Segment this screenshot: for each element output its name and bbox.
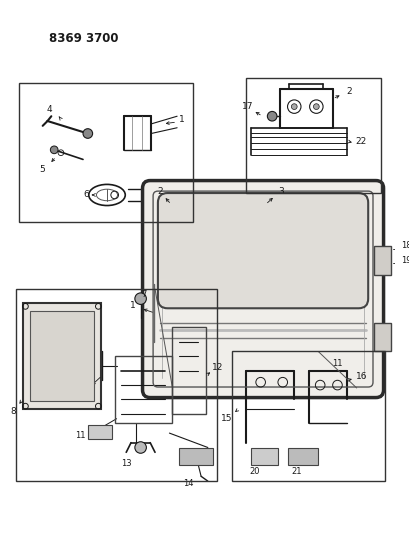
Text: 1: 1 [130, 301, 135, 310]
Bar [30, 311, 93, 401]
Text: 7: 7 [140, 290, 146, 300]
Bar [231, 351, 384, 481]
Text: 11: 11 [75, 431, 85, 440]
Text: 15: 15 [221, 414, 232, 423]
Text: 16: 16 [355, 372, 366, 381]
Text: 17: 17 [241, 102, 252, 111]
Bar [19, 83, 193, 222]
Text: 6: 6 [83, 190, 88, 199]
Bar [373, 322, 390, 351]
Circle shape [83, 128, 92, 138]
Text: 11: 11 [331, 359, 342, 367]
Text: 10: 10 [74, 388, 85, 397]
Bar [22, 303, 101, 409]
Circle shape [313, 104, 319, 109]
Text: 12: 12 [211, 364, 222, 373]
Text: 21: 21 [291, 467, 302, 476]
Bar [172, 327, 205, 414]
Text: 3: 3 [277, 187, 283, 196]
Bar [179, 448, 212, 465]
FancyBboxPatch shape [157, 193, 367, 308]
Text: 19: 19 [400, 256, 409, 265]
Text: 13: 13 [121, 459, 131, 469]
Bar [250, 448, 277, 465]
Bar [115, 356, 172, 424]
Text: 14: 14 [183, 480, 193, 488]
Circle shape [135, 293, 146, 304]
Text: 4: 4 [47, 105, 52, 114]
Bar [373, 246, 390, 274]
Circle shape [50, 146, 58, 154]
Text: 8: 8 [10, 407, 16, 416]
Text: 18: 18 [400, 241, 409, 251]
Text: 20: 20 [249, 467, 259, 476]
Circle shape [267, 111, 276, 121]
Circle shape [291, 104, 297, 109]
Circle shape [135, 442, 146, 453]
Text: 22: 22 [354, 136, 365, 146]
Bar [88, 425, 112, 439]
Bar [246, 78, 380, 193]
Text: 5: 5 [39, 165, 45, 174]
Bar [287, 448, 317, 465]
Text: 9: 9 [58, 383, 64, 392]
Text: 1: 1 [179, 115, 184, 124]
Text: 2: 2 [345, 87, 351, 96]
Text: 8369 3700: 8369 3700 [49, 32, 119, 45]
Text: 2: 2 [157, 187, 162, 196]
FancyBboxPatch shape [142, 181, 383, 398]
Bar [16, 289, 217, 481]
